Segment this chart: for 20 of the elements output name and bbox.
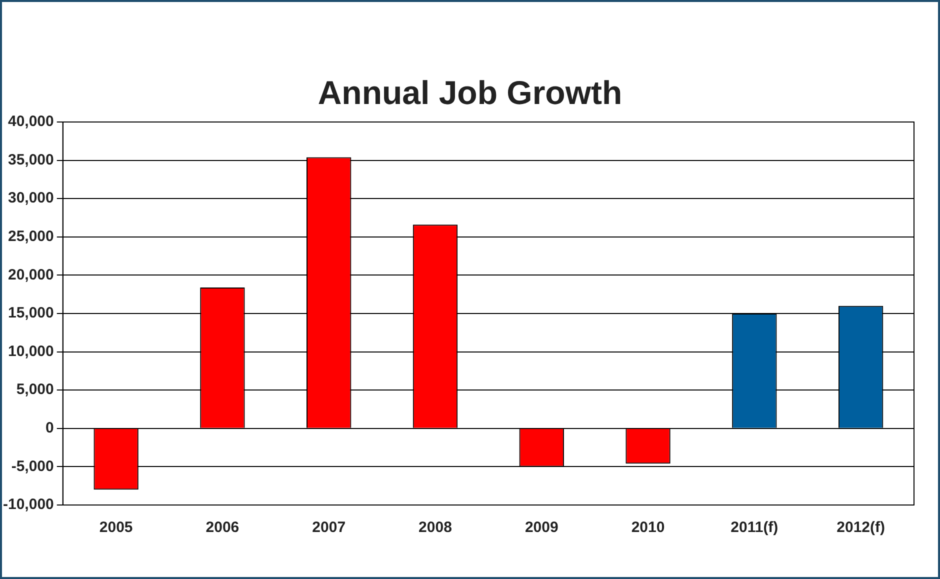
y-tick-label: 25,000 — [8, 228, 54, 246]
y-tick-label: -5,000 — [11, 458, 54, 475]
x-tick-label: 2012(f) — [836, 519, 885, 536]
y-tick-label: 35,000 — [8, 151, 54, 168]
y-tick-label: 20,000 — [8, 266, 54, 284]
y-tick-label: 5,000 — [16, 381, 54, 398]
y-tick-label: 10,000 — [8, 342, 54, 360]
x-tick-label: 2006 — [206, 519, 240, 536]
x-tick-label: 2011(f) — [730, 519, 778, 536]
x-tick-label: 2008 — [418, 519, 452, 536]
x-tick-label: 2010 — [631, 519, 665, 536]
y-tick-label: 40,000 — [8, 113, 54, 130]
x-tick-label: 2009 — [524, 519, 558, 536]
y-tick-label: 15,000 — [8, 304, 54, 322]
x-tick-label: 2005 — [99, 519, 133, 536]
x-tick-label: 2007 — [312, 519, 346, 536]
y-tick-label: -10,000 — [3, 496, 54, 514]
chart-title: Annual Job Growth — [316, 74, 624, 112]
y-tick-label: 0 — [46, 420, 54, 437]
y-tick-label: 30,000 — [8, 190, 54, 207]
